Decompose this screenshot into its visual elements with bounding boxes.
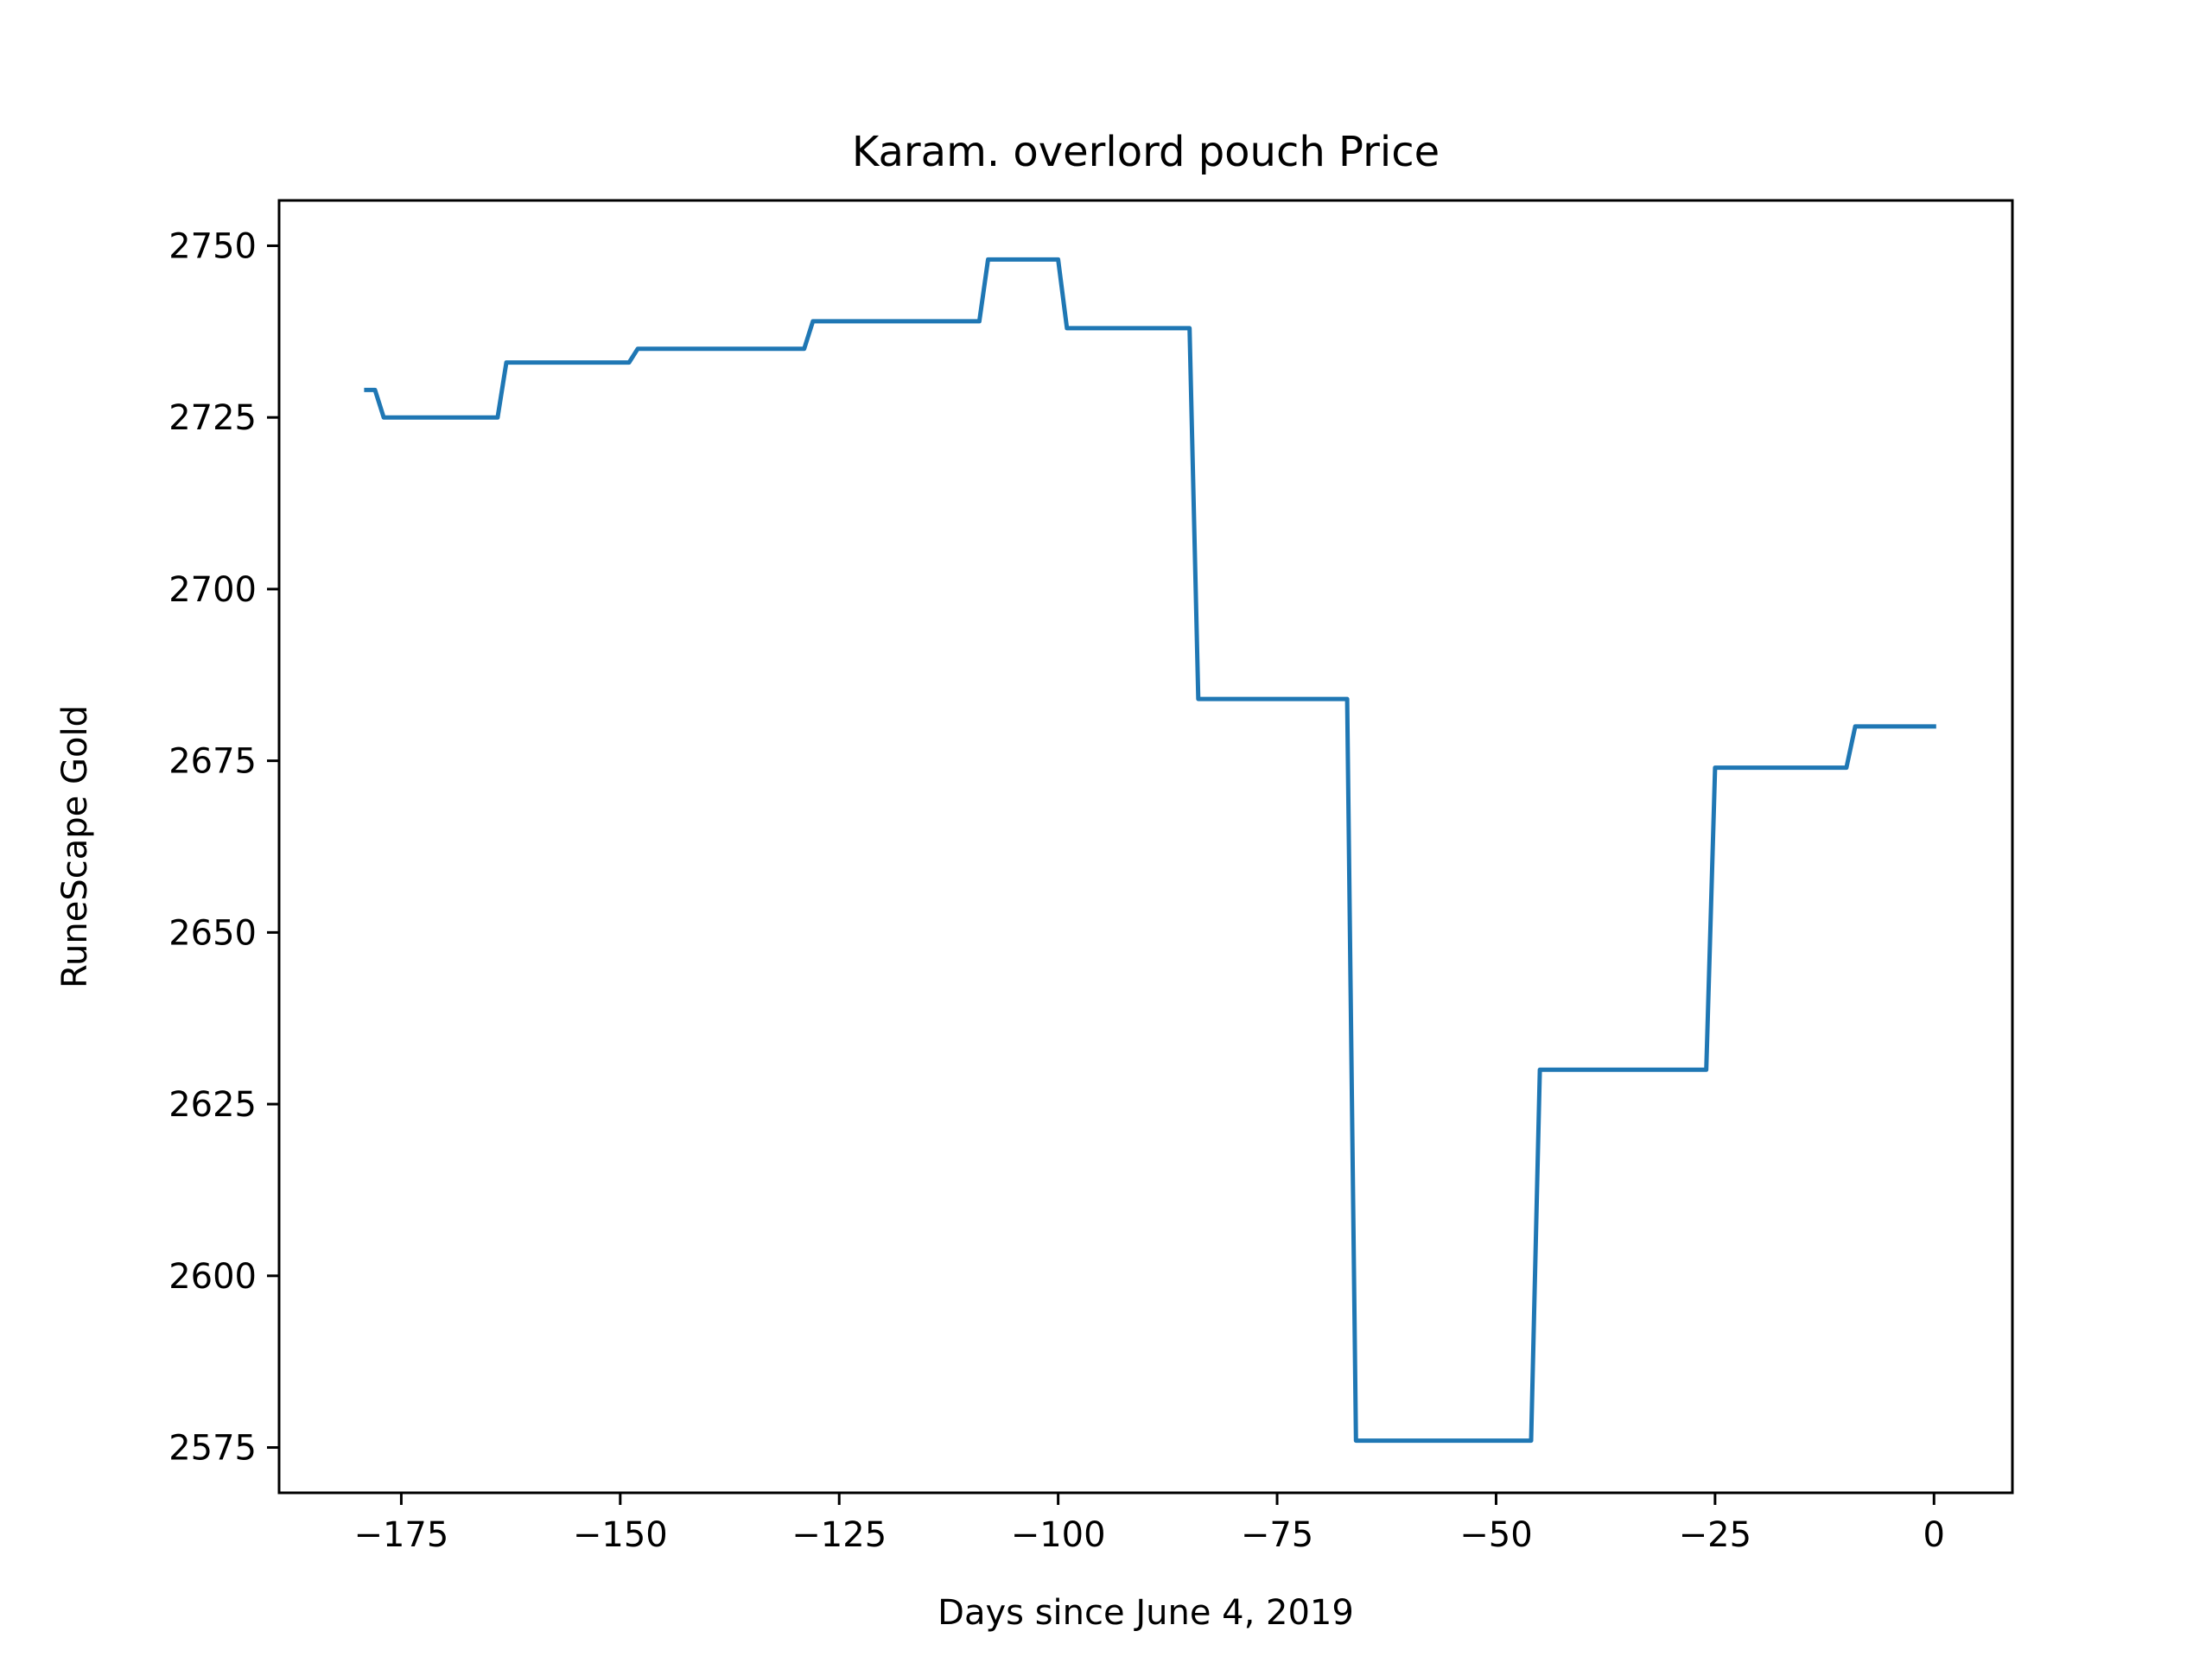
y-tick-label: 2700: [168, 570, 257, 610]
y-tick-label: 2600: [168, 1257, 257, 1297]
x-tick-label: −175: [353, 1515, 448, 1555]
x-axis: −175 −150 −125 −100 −75 −50 −25 0: [353, 1493, 1945, 1555]
axes-frame: [277, 199, 2014, 1495]
x-tick-label: −50: [1459, 1515, 1532, 1555]
y-tick-label: 2675: [168, 742, 257, 782]
y-tick-label: 2650: [168, 913, 257, 953]
x-tick-label: −100: [1011, 1515, 1106, 1555]
x-tick-label: −150: [573, 1515, 668, 1555]
x-tick-label: −125: [791, 1515, 887, 1555]
plot-area: [364, 257, 1936, 1444]
x-axis-label: Days since June 4, 2019: [938, 1593, 1354, 1633]
y-tick-label: 2625: [168, 1085, 257, 1125]
y-tick-label: 2575: [168, 1429, 257, 1469]
y-tick-label: 2750: [168, 226, 257, 266]
chart-title: Karam. overlord pouch Price: [852, 128, 1440, 176]
x-tick-label: −75: [1241, 1515, 1313, 1555]
x-tick-label: −25: [1679, 1515, 1751, 1555]
series-line-1: [364, 257, 1936, 1444]
y-axis: 2575 2600 2625 2650 2675 2700 2725 2750: [168, 226, 279, 1469]
y-tick-label: 2725: [168, 398, 257, 438]
x-tick-label: 0: [1923, 1515, 1945, 1555]
y-axis-label: RuneScape Gold: [55, 705, 95, 988]
